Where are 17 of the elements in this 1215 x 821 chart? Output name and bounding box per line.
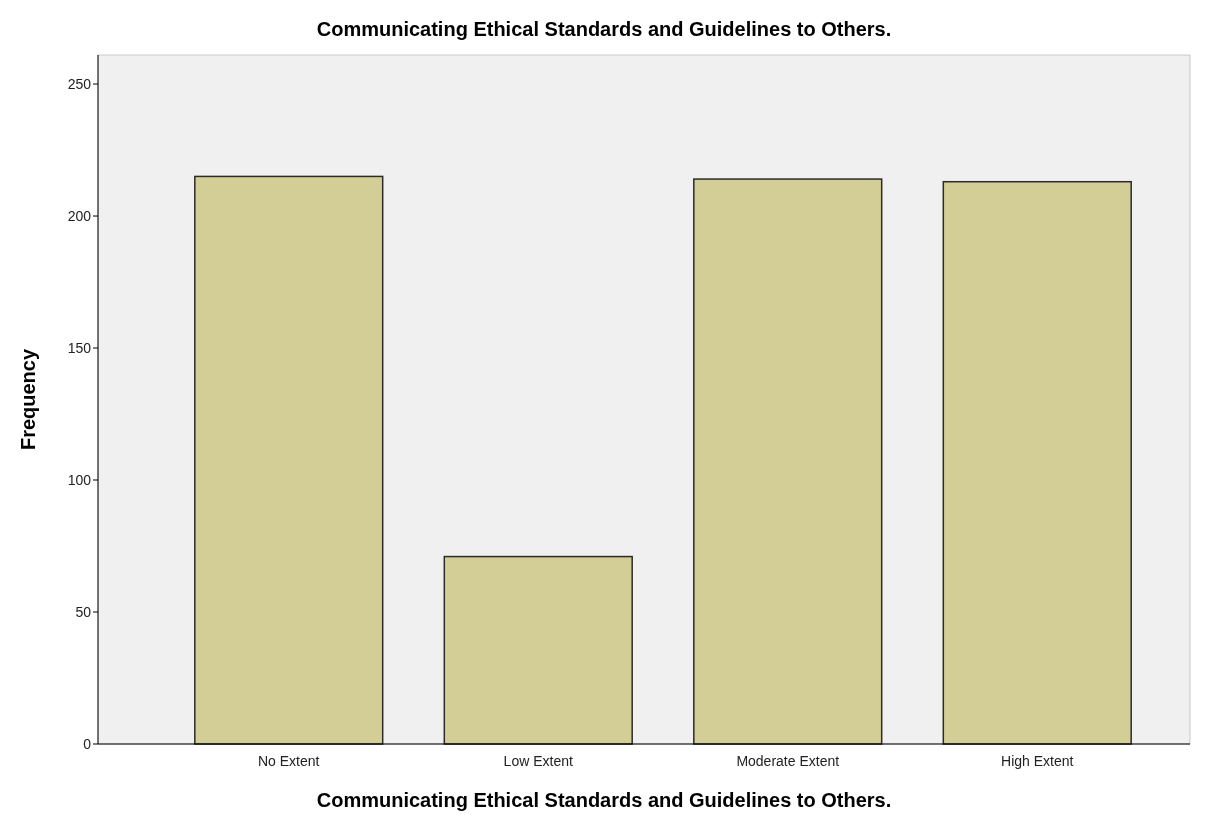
y-tick-label: 100 bbox=[67, 471, 92, 488]
y-axis-title: Frequency bbox=[17, 348, 39, 451]
x-tick-label: Low Extent bbox=[503, 753, 573, 769]
y-tick-label: 250 bbox=[67, 75, 92, 92]
y-tick-label: 200 bbox=[67, 207, 92, 224]
x-tick-label: No Extent bbox=[258, 753, 320, 769]
y-tick-label: 50 bbox=[75, 603, 92, 620]
x-axis-title: Communicating Ethical Standards and Guidelines to Others. bbox=[316, 789, 892, 811]
bar bbox=[443, 555, 633, 745]
x-tick-label: High Extent bbox=[1001, 753, 1074, 769]
bar bbox=[693, 178, 883, 745]
y-tick-label: 0 bbox=[83, 735, 92, 752]
x-tick-label: Moderate Extent bbox=[736, 753, 840, 769]
y-tick-label: 150 bbox=[67, 339, 92, 356]
bar bbox=[942, 180, 1132, 745]
bar bbox=[194, 175, 384, 745]
chart-title: Communicating Ethical Standards and Guidelines to Others. bbox=[316, 18, 892, 40]
